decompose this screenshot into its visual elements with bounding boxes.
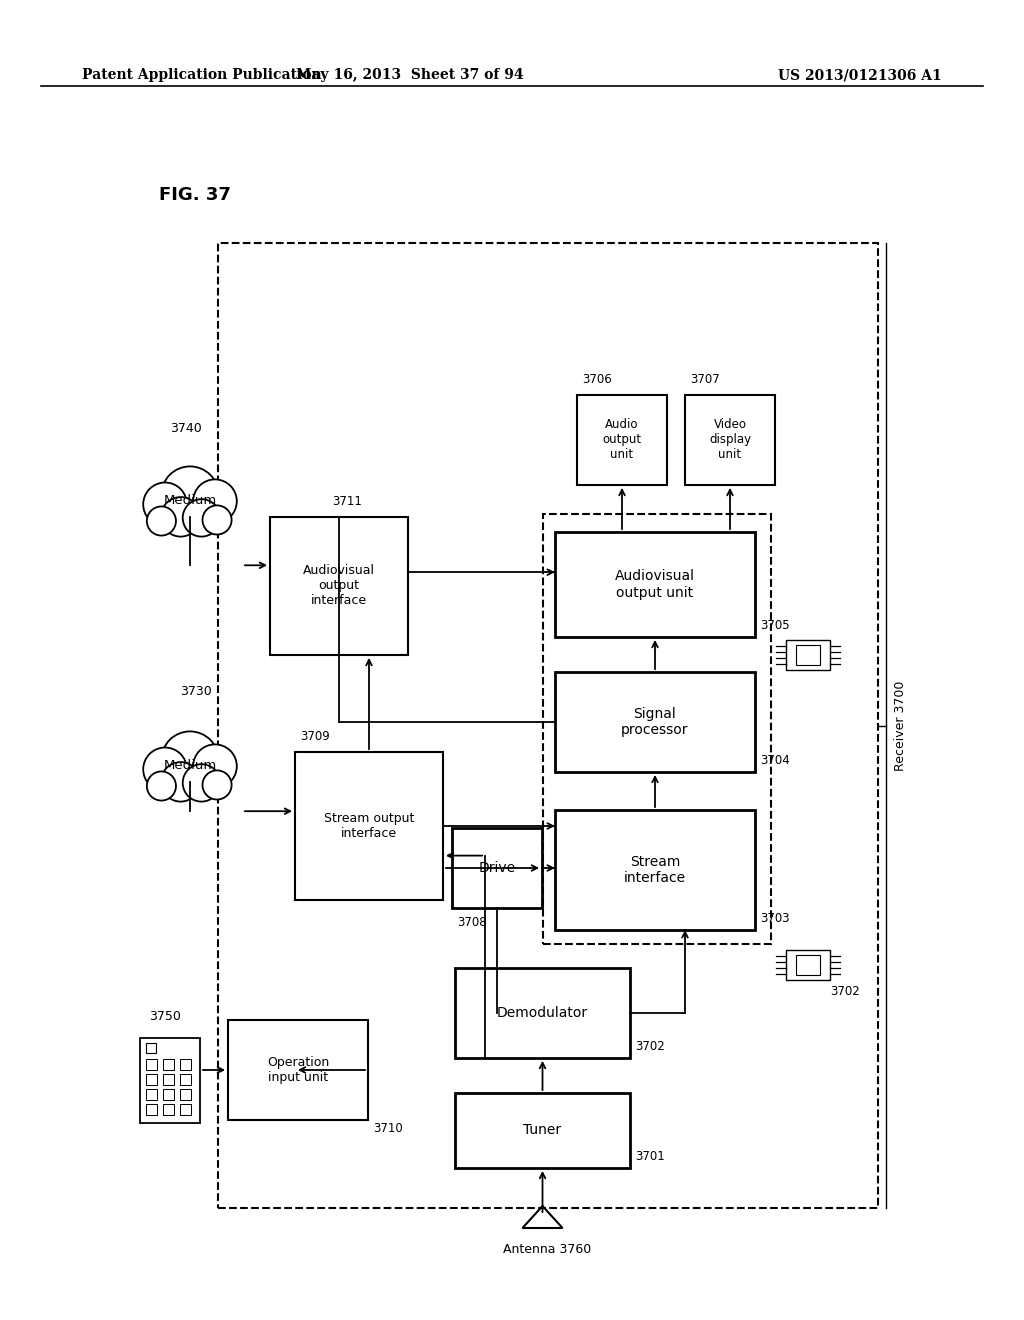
Bar [180,1059,191,1069]
Bar [180,1089,191,1100]
Text: Audiovisual
output unit: Audiovisual output unit [615,569,695,599]
Text: 3702: 3702 [635,1040,665,1053]
Text: 3709: 3709 [300,730,330,743]
Text: FIG. 37: FIG. 37 [159,186,230,205]
Bar [786,640,830,671]
Bar [146,1073,157,1085]
Text: Audio
output
unit: Audio output unit [602,418,642,462]
Bar [543,513,771,944]
Bar [180,1073,191,1085]
Bar [685,395,775,484]
Text: 3707: 3707 [690,374,720,385]
Text: Demodulator: Demodulator [497,1006,588,1020]
Circle shape [194,479,237,523]
Text: Patent Application Publication: Patent Application Publication [82,69,322,82]
Text: 3740: 3740 [170,422,202,436]
Bar [218,243,878,1208]
Text: 3708: 3708 [457,916,486,929]
Circle shape [162,466,218,524]
Text: Medium: Medium [164,759,217,772]
Circle shape [203,506,231,535]
Bar [452,828,542,908]
Text: Drive: Drive [478,861,515,875]
Bar [146,1059,157,1069]
Bar [577,395,667,484]
Bar [140,1038,200,1122]
Circle shape [194,744,237,788]
Text: 3705: 3705 [760,619,790,632]
Text: US 2013/0121306 A1: US 2013/0121306 A1 [778,69,942,82]
Bar [163,1104,174,1114]
Bar [295,752,443,900]
Text: Tuner: Tuner [523,1123,561,1138]
Bar [796,645,820,665]
Bar [555,532,755,638]
Bar [270,517,408,655]
Text: 3703: 3703 [760,912,790,925]
Bar [146,1089,157,1100]
Text: Medium: Medium [164,494,217,507]
Text: Receiver 3700: Receiver 3700 [894,680,906,771]
Bar [146,1043,156,1052]
Text: Audiovisual
output
interface: Audiovisual output interface [303,565,375,607]
Bar [555,810,755,931]
Text: Signal
processor: Signal processor [622,708,689,737]
Circle shape [203,771,231,800]
Text: 3704: 3704 [760,754,790,767]
Bar [146,1104,157,1114]
Text: Antenna 3760: Antenna 3760 [504,1243,592,1257]
Circle shape [182,764,220,801]
Text: 3710: 3710 [373,1122,402,1135]
Bar [163,1089,174,1100]
Circle shape [161,762,201,801]
Text: Operation
input unit: Operation input unit [267,1056,329,1084]
Bar [455,1093,630,1168]
Text: 3730: 3730 [180,685,212,698]
Text: 3706: 3706 [582,374,611,385]
Text: 3750: 3750 [150,1010,181,1023]
Bar [786,949,830,981]
Text: 3711: 3711 [332,495,361,508]
Text: May 16, 2013  Sheet 37 of 94: May 16, 2013 Sheet 37 of 94 [296,69,523,82]
Circle shape [161,498,201,537]
Text: Video
display
unit: Video display unit [709,418,751,462]
Bar [163,1073,174,1085]
Bar [455,968,630,1059]
Bar [163,1059,174,1069]
Bar [180,1104,191,1114]
Circle shape [146,771,176,800]
Text: Stream output
interface: Stream output interface [324,812,414,840]
Text: Stream
interface: Stream interface [624,855,686,886]
Text: 3701: 3701 [635,1150,665,1163]
Text: 3702: 3702 [830,985,860,998]
Circle shape [143,747,186,791]
Circle shape [146,507,176,536]
Bar [228,1020,368,1119]
Circle shape [182,499,220,537]
Bar [555,672,755,772]
Circle shape [162,731,218,788]
Circle shape [143,483,186,527]
Bar [796,956,820,975]
